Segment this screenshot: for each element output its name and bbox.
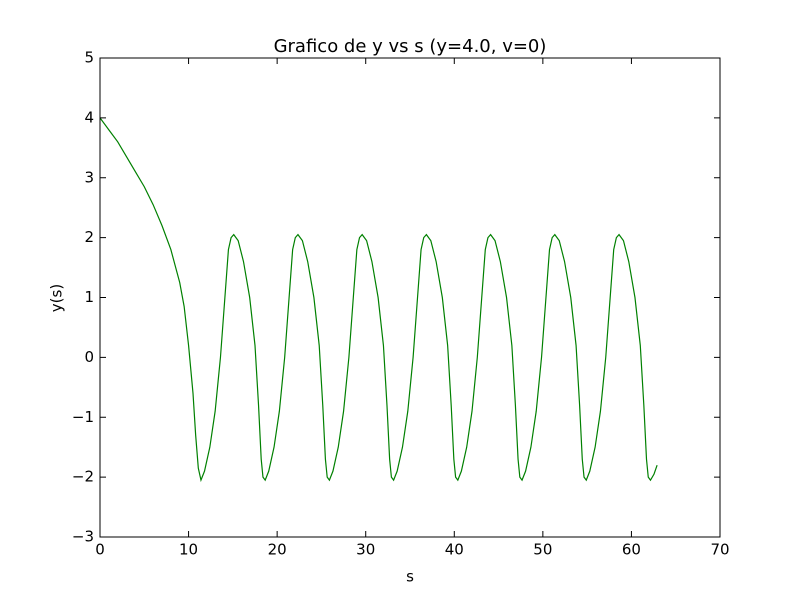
x-tick-label: 0	[95, 541, 105, 559]
x-tick-label: 70	[710, 541, 729, 559]
x-tick-label: 50	[533, 541, 552, 559]
chart-title: Grafico de y vs s (y=4.0, v=0)	[274, 36, 547, 57]
y-axis-label: y(s)	[48, 284, 66, 312]
y-tick-label: −2	[72, 468, 94, 486]
x-axis-label: s	[406, 568, 414, 586]
x-tick-label: 40	[445, 541, 464, 559]
data-line	[99, 117, 658, 483]
x-tick-label: 60	[622, 541, 641, 559]
y-tick-label: −1	[72, 408, 94, 426]
y-tick-label: −3	[72, 528, 94, 546]
y-tick-label: 0	[84, 348, 94, 366]
y-tick-label: 1	[84, 288, 94, 306]
y-tick-label: 2	[84, 228, 94, 246]
y-tick-label: 3	[84, 168, 94, 186]
y-tick-label: 5	[84, 49, 94, 67]
x-tick-label: 30	[356, 541, 375, 559]
x-tick-label: 20	[268, 541, 287, 559]
x-tick-label: 10	[179, 541, 198, 559]
y-tick-label: 4	[84, 108, 94, 126]
